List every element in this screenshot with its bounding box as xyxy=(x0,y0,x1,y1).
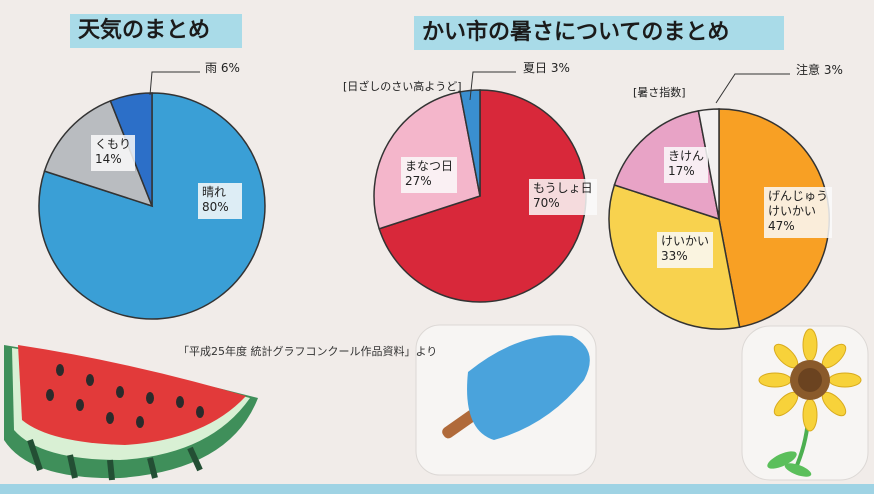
sunflower-illustration xyxy=(741,325,869,481)
pie-slice-2-3 xyxy=(697,108,720,220)
leader-line-0-2 xyxy=(149,71,200,96)
slice-label-2-1-0: けいかい xyxy=(661,234,709,248)
slice-label-2-1-1: 33% xyxy=(661,249,688,263)
slice-label-0-0-1: 80% xyxy=(202,200,229,214)
label-box-1-0 xyxy=(529,179,597,215)
watermelon-illustration xyxy=(4,345,258,481)
pie-slice-1-0 xyxy=(378,89,587,303)
slice-label-1-1-1: 27% xyxy=(405,174,432,188)
slice-label-2-0-2: 47% xyxy=(768,219,795,233)
source-note: 「平成25年度 統計グラフコンクール作品資料」より xyxy=(178,345,438,358)
heat-index-subtitle: [暑さ指数] xyxy=(633,85,686,99)
pie-slice-1-2 xyxy=(459,89,481,197)
bottom-bar xyxy=(0,484,874,494)
sunlight-subtitle: [日ざしのさい高ようど] xyxy=(343,79,462,93)
slice-label-2-2-1: 17% xyxy=(668,164,695,178)
label-box-0-0 xyxy=(198,183,242,219)
label-box-2-0 xyxy=(764,187,832,238)
heat-summary-title: かい市の暑さについてのまとめ xyxy=(414,16,784,50)
slice-label-0-1-1: 14% xyxy=(95,152,122,166)
label-box-0-1 xyxy=(91,135,135,171)
pie-slice-0-0 xyxy=(38,92,266,320)
slice-label-1-0-0: もうしょ日 xyxy=(533,181,593,195)
slice-label-0-1-0: くもり xyxy=(95,137,131,151)
slice-label-2-2-0: きけん xyxy=(668,149,704,163)
leader-line-2-3 xyxy=(715,73,790,104)
slice-label-2-3-0: 注意 3% xyxy=(796,62,843,77)
slice-label-2-0-0: げんじゅう xyxy=(768,189,828,203)
slice-label-1-2-0: 夏日 3% xyxy=(523,61,570,75)
slice-label-0-0-0: 晴れ xyxy=(202,185,226,199)
leader-line-1-2 xyxy=(469,71,516,101)
slice-label-1-0-1: 70% xyxy=(533,196,560,210)
weather-summary-title: 天気のまとめ xyxy=(70,14,242,48)
slice-label-2-0-1: けいかい xyxy=(768,204,816,218)
label-box-2-2 xyxy=(664,147,708,183)
slice-label-0-2-0: 雨 6% xyxy=(205,61,240,75)
popsicle-illustration xyxy=(415,324,597,476)
label-box-2-1 xyxy=(657,232,713,268)
slice-label-1-1-0: まなつ日 xyxy=(405,159,453,173)
label-box-1-1 xyxy=(401,157,457,193)
